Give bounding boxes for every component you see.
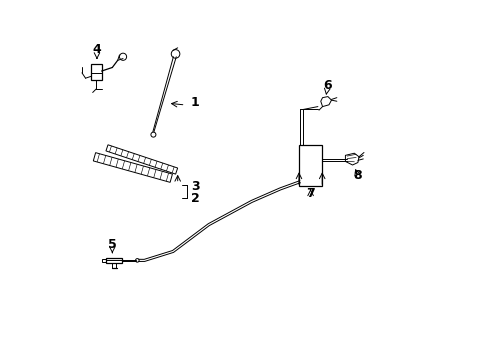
Text: 3: 3 [190,180,199,193]
Text: 4: 4 [92,43,101,56]
Text: 2: 2 [190,192,199,204]
Text: 6: 6 [323,79,331,92]
Text: 5: 5 [108,238,117,251]
Text: 7: 7 [305,187,314,200]
Text: 8: 8 [353,169,362,182]
Text: 1: 1 [190,96,199,109]
